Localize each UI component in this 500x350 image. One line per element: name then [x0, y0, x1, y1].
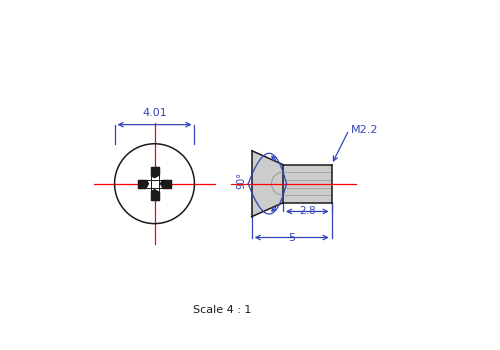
Polygon shape	[138, 180, 172, 188]
Text: 90°: 90°	[236, 172, 246, 189]
Polygon shape	[144, 174, 158, 187]
Polygon shape	[283, 164, 332, 203]
Polygon shape	[152, 174, 164, 187]
Text: 4.01: 4.01	[142, 108, 167, 118]
Polygon shape	[150, 167, 158, 201]
Polygon shape	[144, 181, 158, 194]
Text: M2.2: M2.2	[350, 125, 378, 135]
Text: Scale 4 : 1: Scale 4 : 1	[193, 306, 252, 315]
Text: 5: 5	[288, 233, 295, 243]
Polygon shape	[152, 181, 164, 194]
Text: 2.8: 2.8	[299, 206, 316, 216]
Polygon shape	[252, 151, 283, 217]
